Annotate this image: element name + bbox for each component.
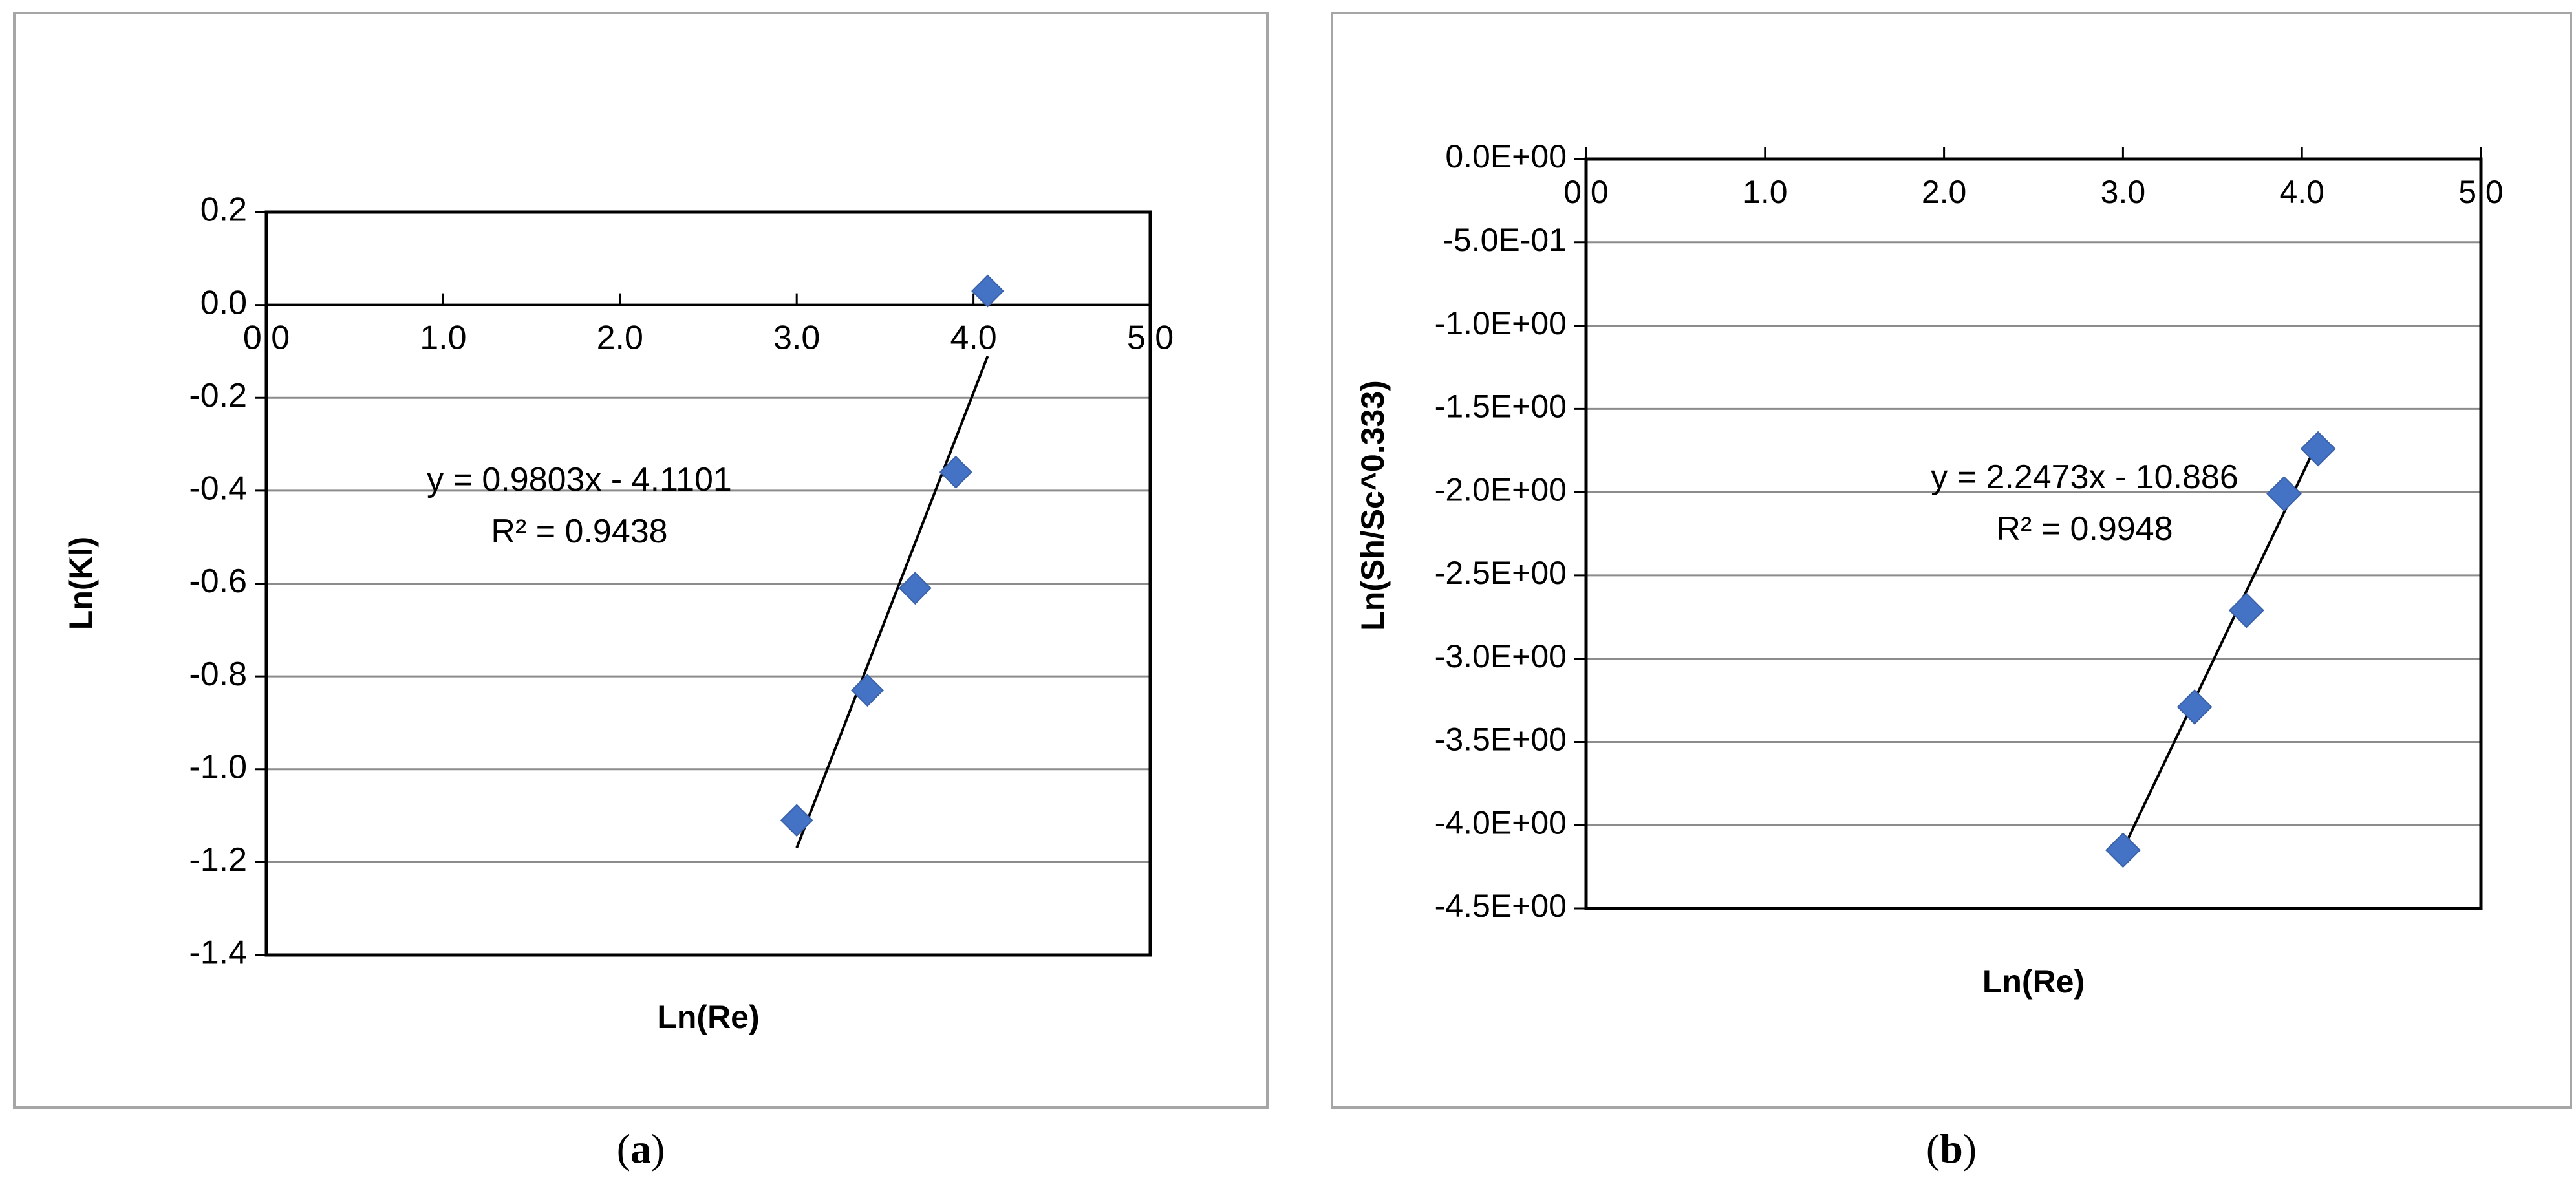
y-tick-label: -1.4: [189, 934, 247, 972]
x-tick-label: 3.0: [773, 319, 820, 357]
x-tick-label: 0.0: [1563, 174, 1609, 210]
y-tick-label: -3.5E+00: [1435, 722, 1567, 758]
data-point: [898, 572, 932, 605]
y-tick-label: -1.0: [189, 748, 247, 786]
chart-panel-a: 0.2 0.0 -0.2 -0.4 -0.6 -0.8 -1.0 -1.2 -1.4 0.0 1.0…: [13, 12, 1269, 1109]
y-tick-label: -0.8: [189, 656, 247, 693]
data-point: [939, 455, 972, 489]
y-tick-label: 0.2: [200, 191, 247, 229]
data-point: [2266, 476, 2302, 512]
x-tick-label: 1.0: [1743, 174, 1788, 210]
x-tick-label: 1.0: [420, 319, 466, 357]
data-point: [971, 274, 1004, 308]
y-tick-label: -4.0E+00: [1435, 804, 1567, 841]
x-tick-label: 4.0: [950, 319, 996, 357]
plot-area: [264, 210, 1152, 957]
y-tick-label: -2.0E+00: [1435, 471, 1567, 508]
y-tick-label: -5.0E-01: [1443, 222, 1567, 258]
trendline: [795, 356, 989, 848]
trendline-equation: y = 0.9803x - 4.1101: [427, 461, 732, 499]
y-tick-label: 0.0: [200, 284, 247, 321]
x-tick-label: 0.0: [243, 319, 290, 357]
y-tick-label: -3.0E+00: [1435, 638, 1567, 674]
x-tick-label: 2.0: [1922, 174, 1967, 210]
x-tick-label: 2.0: [597, 319, 643, 357]
chart-b-svg: 0.0E+00 -5.0E-01 -1.0E+00 -1.5E+00 -2.0E+00 -…: [1355, 138, 2504, 1000]
chart-a-svg: 0.2 0.0 -0.2 -0.4 -0.6 -0.8 -1.0 -1.2 -1.4 0.0 1.0…: [63, 191, 1174, 1035]
data-point: [2105, 832, 2141, 868]
y-axis-title: Ln(Sh/Sc^0.333): [1355, 380, 1391, 631]
y-tick-label: -0.6: [189, 563, 247, 600]
x-axis-title: Ln(Re): [1982, 963, 2085, 1000]
data-point: [2176, 689, 2213, 725]
trendline-equation: y = 2.2473x - 10.886: [1931, 458, 2238, 496]
y-tick-label: -4.5E+00: [1435, 888, 1567, 924]
y-tick-label: -1.2: [189, 841, 247, 879]
y-tick-label: -2.5E+00: [1435, 555, 1567, 591]
data-point: [2228, 592, 2264, 628]
x-axis-title: Ln(Re): [657, 999, 759, 1035]
chart-panel-b: 0.0E+00 -5.0E-01 -1.0E+00 -1.5E+00 -2.0E+00 -…: [1331, 12, 2572, 1109]
x-tick-label: 5.0: [2458, 174, 2504, 210]
x-tick-label: 4.0: [2279, 174, 2324, 210]
y-axis-title: Ln(Kl): [63, 537, 99, 630]
y-tick-label: -1.5E+00: [1435, 389, 1567, 425]
x-tick-label: 3.0: [2101, 174, 2146, 210]
data-point: [851, 674, 884, 707]
data-point: [2300, 431, 2336, 467]
y-tick-label: -0.4: [189, 470, 247, 508]
caption-a: (a): [616, 1126, 665, 1172]
y-tick-label: 0.0E+00: [1445, 138, 1567, 175]
data-point: [780, 804, 813, 837]
y-tick-label: -1.0E+00: [1435, 305, 1567, 341]
caption-b: (b): [1926, 1126, 1977, 1172]
x-tick-label: 5.0: [1127, 319, 1174, 357]
y-tick-label: -0.2: [189, 377, 247, 414]
r-squared-label: R² = 0.9948: [1996, 510, 2173, 548]
r-squared-label: R² = 0.9438: [491, 513, 667, 550]
